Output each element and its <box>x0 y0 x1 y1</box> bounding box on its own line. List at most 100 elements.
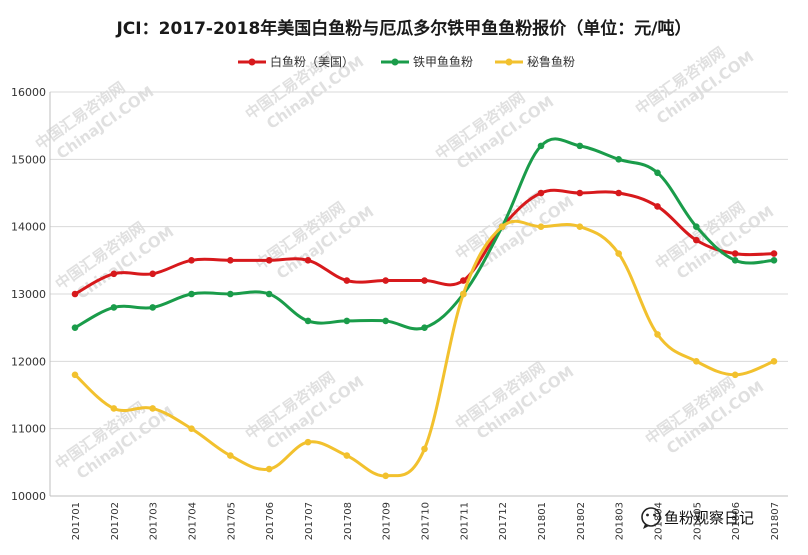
y-tick-label: 15000 <box>11 153 46 166</box>
legend-label: 秘鲁鱼粉 <box>527 55 575 69</box>
data-point <box>343 277 351 284</box>
data-point <box>227 452 234 459</box>
brand-label: 鱼粉观察日记 <box>664 509 754 527</box>
x-tick-label: 201702 <box>110 502 121 540</box>
series-2 <box>71 137 778 331</box>
x-tick-label: 201711 <box>459 502 470 540</box>
data-point <box>110 304 118 311</box>
data-point <box>227 290 234 298</box>
data-point <box>227 257 234 264</box>
y-tick-label: 12000 <box>11 355 46 368</box>
data-point <box>265 290 273 298</box>
data-point <box>731 371 739 379</box>
x-tick-label: 201705 <box>226 502 237 540</box>
data-point <box>382 277 389 284</box>
x-tick-label: 201805 <box>692 502 703 540</box>
data-point <box>110 405 118 412</box>
brand-badge: 鱼粉观察日记 <box>641 507 754 529</box>
data-point <box>343 317 351 325</box>
series-1 <box>71 188 778 298</box>
gridlines <box>50 91 788 497</box>
data-point <box>421 445 428 453</box>
data-point <box>71 324 79 331</box>
legend-marker <box>248 58 256 66</box>
series-3 <box>71 219 778 480</box>
x-tick-label: 201708 <box>343 502 354 540</box>
data-point <box>770 257 778 264</box>
x-tick-label: 201710 <box>421 502 432 540</box>
data-point <box>731 250 739 257</box>
x-tick-label: 201703 <box>149 502 160 540</box>
legend-label: 白鱼粉（美国） <box>270 54 354 69</box>
y-axis: 10000 11000 12000 13000 14000 15000 16000 <box>11 86 51 503</box>
x-axis: 201701 201702 201703 201704 201705 201706 2017… <box>71 502 781 540</box>
series-line <box>73 137 776 331</box>
y-tick-label: 11000 <box>11 423 46 436</box>
data-point <box>304 438 312 446</box>
x-tick-label: 201802 <box>576 502 587 540</box>
legend-item: 秘鲁鱼粉 <box>495 55 575 69</box>
legend-label: 铁甲鱼鱼粉 <box>413 55 473 69</box>
data-point <box>304 317 312 325</box>
data-point <box>615 189 622 197</box>
data-point <box>382 317 389 325</box>
data-point <box>382 472 389 480</box>
data-point <box>731 257 739 264</box>
data-point <box>265 257 273 264</box>
data-point <box>770 358 778 365</box>
data-point <box>615 156 622 163</box>
x-tick-label: 201803 <box>615 502 626 540</box>
y-tick-label: 16000 <box>11 86 46 99</box>
legend-item: 白鱼粉（美国） <box>238 54 354 69</box>
y-tick-label: 14000 <box>11 221 46 234</box>
legend-marker <box>391 58 399 66</box>
data-point <box>498 223 506 230</box>
legend-item: 铁甲鱼鱼粉 <box>381 55 473 69</box>
y-tick-label: 13000 <box>11 288 46 301</box>
x-tick-label: 201807 <box>770 502 781 540</box>
x-tick-label: 201801 <box>537 502 548 540</box>
legend: 白鱼粉（美国） 铁甲鱼鱼粉 秘鲁鱼粉 <box>238 54 575 69</box>
data-point <box>654 169 661 177</box>
x-tick-label: 201712 <box>498 502 509 540</box>
data-point <box>188 290 195 298</box>
x-tick-label: 201704 <box>188 502 199 540</box>
data-point <box>421 324 428 331</box>
data-point <box>654 203 661 210</box>
data-point <box>265 465 273 473</box>
data-point <box>110 270 118 278</box>
data-point <box>149 270 156 278</box>
data-point <box>188 425 195 432</box>
data-point <box>537 223 545 230</box>
data-point <box>576 142 584 150</box>
data-point <box>537 142 545 150</box>
data-point <box>460 290 467 298</box>
x-tick-label: 201709 <box>382 502 393 540</box>
series-layer <box>71 137 778 480</box>
data-point <box>654 331 661 338</box>
data-point <box>149 405 156 412</box>
x-tick-label: 201706 <box>265 502 276 540</box>
data-point <box>770 250 778 257</box>
data-point <box>71 371 79 379</box>
x-tick-label: 201701 <box>71 502 82 540</box>
data-point <box>576 223 584 230</box>
data-point <box>343 452 351 459</box>
data-point <box>693 236 700 244</box>
chart-title: JCI：2017-2018年美国白鱼粉与厄瓜多尔铁甲鱼鱼粉报价（单位：元/吨） <box>115 18 691 39</box>
data-point <box>304 257 312 264</box>
x-tick-label: 201806 <box>731 502 742 540</box>
data-point <box>421 277 428 284</box>
legend-marker <box>505 58 513 66</box>
data-point <box>537 189 545 197</box>
data-point <box>693 223 700 230</box>
y-tick-label: 10000 <box>11 490 46 503</box>
